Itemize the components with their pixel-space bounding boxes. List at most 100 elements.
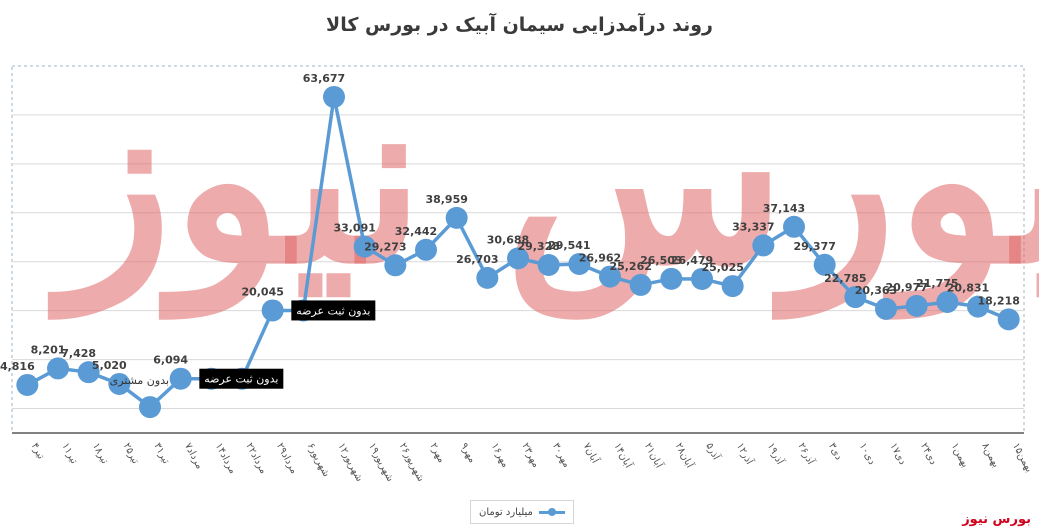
data-point	[415, 238, 437, 261]
data-label: 63,677	[303, 72, 345, 85]
data-point	[139, 396, 161, 419]
x-tick-label: ۸بهمن	[979, 441, 1001, 469]
data-point	[568, 252, 591, 275]
data-point	[721, 275, 744, 298]
x-tick-label: ۲۹مرداد	[274, 441, 299, 476]
x-tick-label: ۱۲شهریور	[335, 441, 364, 483]
x-tick-label: ۲۲مرداد	[243, 441, 268, 476]
x-tick-label: ۱۵بهمن	[1010, 441, 1035, 474]
x-tick-label: ۲۱آبان	[642, 440, 667, 471]
brand-logo: بورس نیوز	[962, 512, 1031, 527]
data-label: 20,363	[855, 284, 897, 297]
x-tick-label: ۹مهر	[458, 441, 478, 465]
x-tick-label: ۱بهمن	[949, 441, 971, 469]
data-point	[997, 308, 1020, 331]
data-point	[353, 235, 376, 258]
x-tick-label: ۶شهریور	[305, 441, 332, 479]
x-tick-label: ۱۶مهر	[489, 441, 511, 469]
x-tick-label: ۳دی	[826, 441, 844, 462]
annotation-label: بدون مشتری	[110, 374, 169, 387]
data-label: 21,775	[916, 277, 958, 290]
data-point	[813, 253, 836, 276]
data-label: 33,091	[333, 222, 375, 235]
chart-title: روند درآمدزایی سیمان آبیک در بورس کالا	[326, 14, 713, 36]
legend: میلیارد تومان	[470, 500, 574, 524]
data-point	[752, 234, 775, 257]
x-tick-label: ۱۸تیر	[90, 441, 110, 466]
data-point	[844, 286, 867, 309]
data-label: 29,328	[517, 240, 559, 253]
x-tick-label: ۱۰دی	[857, 441, 878, 466]
data-point	[323, 85, 345, 108]
data-point	[936, 290, 959, 313]
data-point	[47, 357, 69, 380]
x-tick-label: ۷آبان	[581, 440, 603, 466]
x-tick-label: ۱۹شهریور	[366, 441, 395, 483]
x-tick-label: ۲۶شهریور	[397, 441, 426, 483]
data-label: 29,541	[548, 239, 590, 252]
data-point	[261, 299, 284, 322]
data-point	[77, 361, 100, 384]
data-point	[169, 367, 192, 390]
data-label: 38,959	[425, 193, 467, 206]
x-tick-label: ۳۱تیر	[151, 441, 171, 466]
data-label: 26,703	[456, 253, 498, 266]
annotation-label: بدون ثبت عرضه	[296, 304, 370, 317]
x-axis-labels: ۴تیر ۱۱تیر ۱۸تیر ۲۵تیر ۳۱تیر ۷مرداد ۱۴مرداد۲۲م…	[29, 440, 1035, 483]
data-label: 20,977	[885, 281, 927, 294]
legend-marker	[538, 507, 565, 516]
x-tick-label: ۲مهر	[427, 441, 447, 465]
x-tick-label: ۷مرداد	[182, 441, 205, 471]
x-tick-label: ۲۶آذر	[795, 440, 818, 467]
legend-label: میلیارد تومان	[479, 506, 533, 518]
x-tick-label: ۱۱تیر	[59, 441, 79, 466]
data-label: 4,816	[0, 360, 35, 373]
data-label: 20,045	[241, 285, 283, 298]
data-label: 7,428	[61, 347, 96, 360]
data-label: 25,262	[609, 260, 651, 273]
data-label: 26,503	[640, 254, 682, 267]
x-tick-label: ۴تیر	[29, 441, 47, 461]
data-label: 20,831	[947, 282, 989, 295]
annotations: بدون مشتری بدون ثبت عرضه بدون ثبت عرضه	[110, 300, 376, 389]
data-label: 29,273	[364, 240, 406, 253]
x-tick-label: ۲۳مهر	[519, 441, 541, 469]
annotation-label: بدون ثبت عرضه	[204, 373, 278, 386]
data-point	[16, 373, 39, 396]
data-label: 8,201	[31, 343, 66, 356]
x-tick-label: ۲۸آبان	[673, 440, 698, 471]
data-point	[445, 206, 468, 229]
x-tick-label: ۲۵تیر	[121, 441, 141, 466]
gridlines	[11, 65, 1025, 434]
data-point	[660, 267, 683, 290]
data-point	[507, 247, 529, 270]
data-point	[967, 295, 989, 318]
data-label: 30,688	[487, 233, 529, 246]
data-point	[108, 372, 131, 395]
data-label: 6,094	[153, 354, 188, 367]
data-label: 18,218	[977, 294, 1019, 307]
data-label: 26,479	[671, 254, 713, 267]
x-tick-label: ۱۲آذر	[734, 440, 757, 467]
data-point	[875, 297, 897, 320]
data-label: 29,377	[793, 240, 835, 253]
x-tick-label: ۵آذر	[703, 440, 723, 463]
data-label: 26,962	[579, 252, 621, 265]
data-point	[476, 266, 499, 289]
data-point	[629, 273, 652, 296]
data-point	[537, 254, 560, 277]
x-tick-label: ۱۴مرداد	[213, 441, 238, 476]
data-point	[599, 265, 621, 288]
x-tick-label: ۱۷دی	[887, 441, 908, 466]
data-label: 37,143	[763, 202, 805, 215]
x-tick-label: ۲۴دی	[918, 441, 939, 466]
annotation-box	[199, 368, 284, 389]
watermark-text: بورس نیوز	[47, 45, 1039, 320]
x-tick-label: ۱۹آذر	[765, 440, 788, 467]
data-point	[905, 294, 928, 317]
annotation-box	[291, 300, 376, 321]
data-point	[691, 267, 713, 290]
x-tick-label: ۱۴آبان	[611, 440, 636, 471]
